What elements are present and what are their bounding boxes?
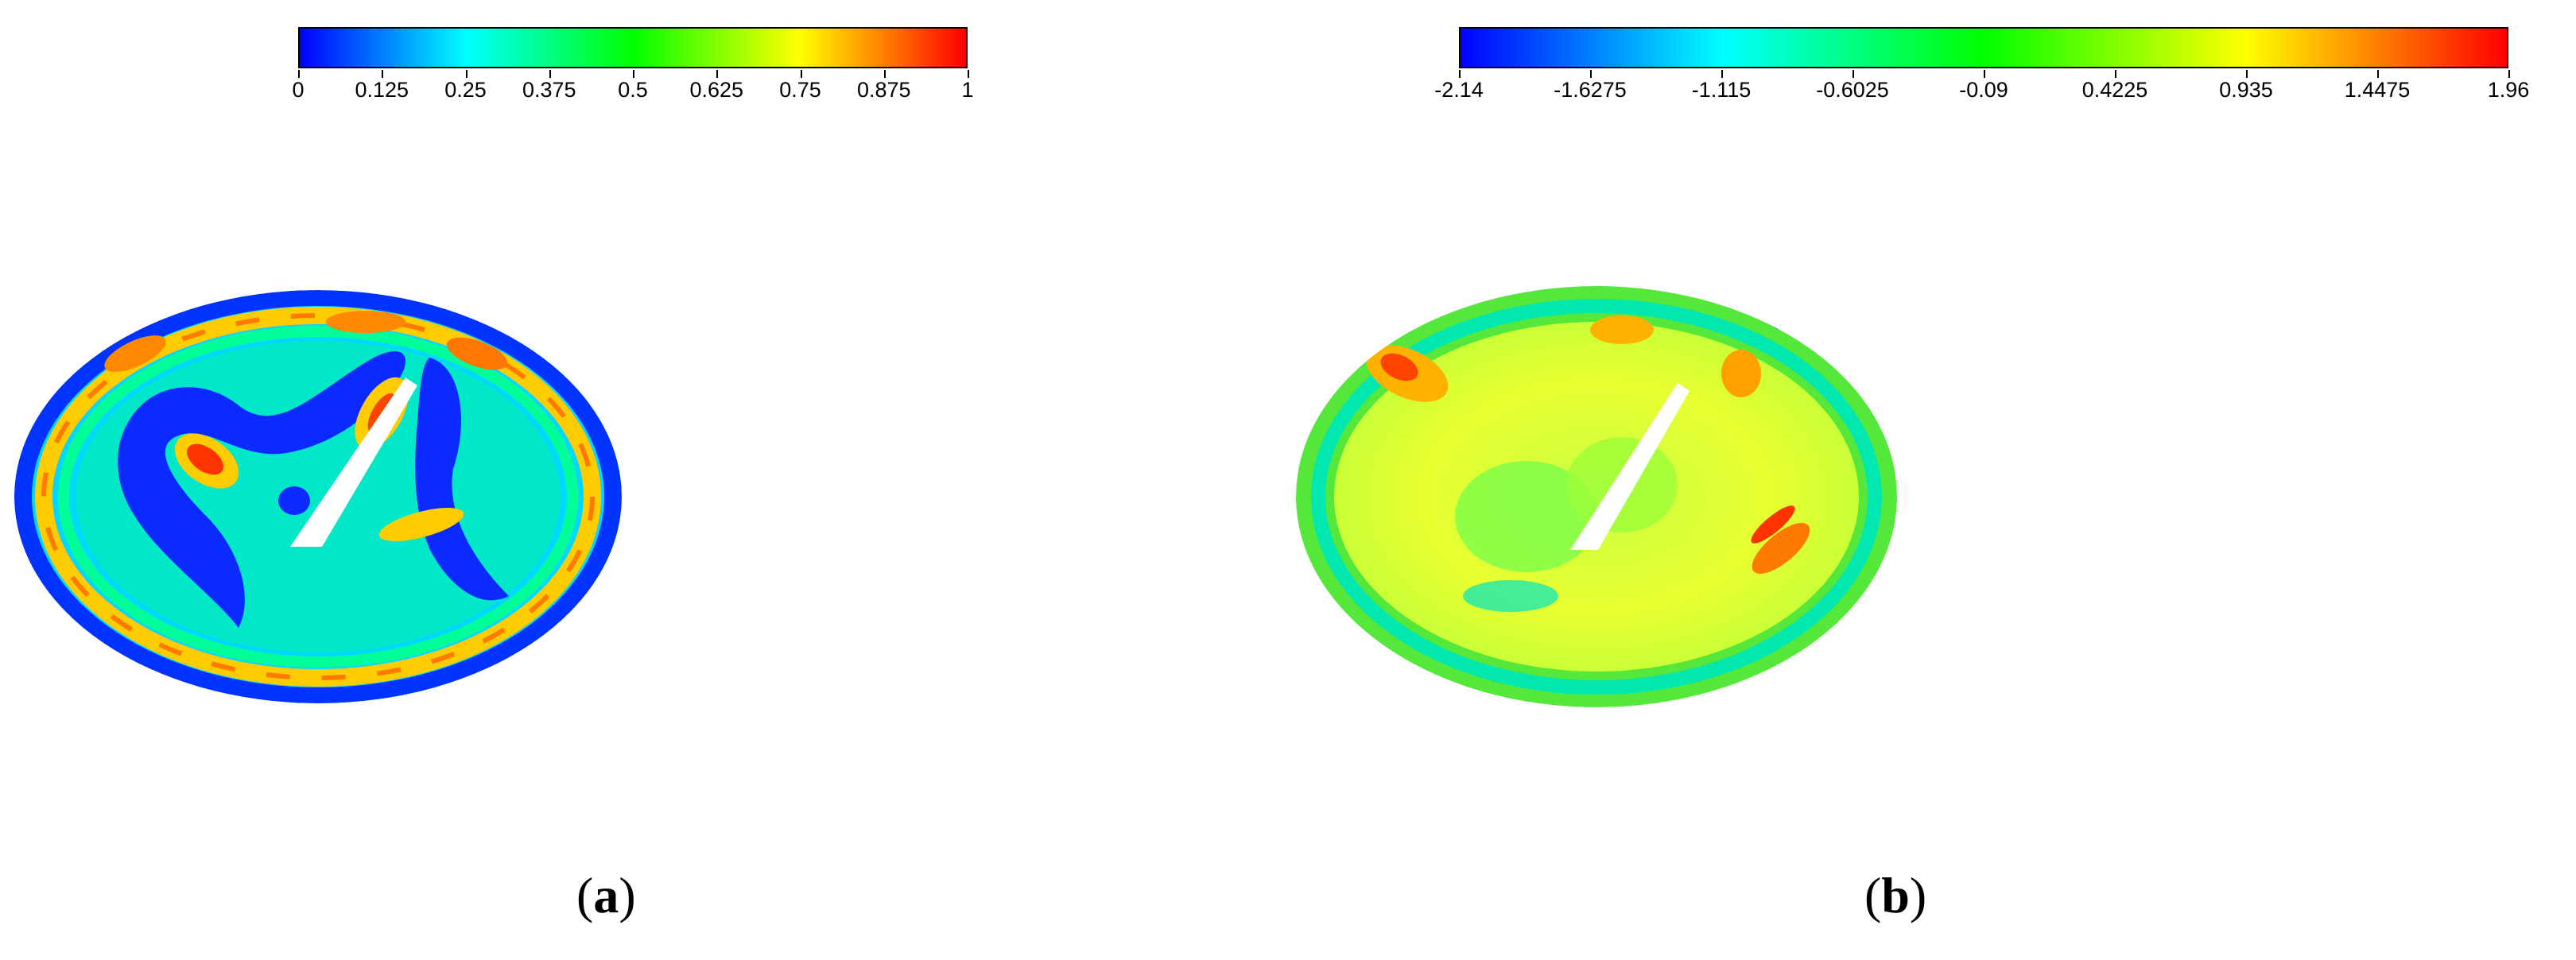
colorbar-tick-label: -0.6025 [1816,78,1889,102]
colorbar-tick-mark [2508,70,2510,78]
colorbar-tick-mark [549,70,551,78]
colorbar-tick-label: 0.935 [2219,78,2273,102]
panel-a-caption: (a) [576,867,636,923]
colorbar-tick-mark [633,70,634,78]
panel-a: 0 0.125 0.25 0.375 0.5 0.625 0.75 0.875 1 [14,27,974,923]
colorbar-tick-label: -1.6275 [1554,78,1627,102]
colorbar-tick-label: 0.5 [618,78,648,102]
colorbar-tick-mark [2377,70,2379,78]
colorbar-a [298,27,968,68]
colorbar-b [1459,27,2508,68]
colorbar-tick-label: 1.4475 [2344,78,2411,102]
colorbar-tick-label: -1.115 [1691,78,1752,102]
colorbar-tick-label: 0.125 [355,78,409,102]
colorbar-tick-label: 0.75 [779,78,821,102]
colorbar-tick-mark [883,70,886,78]
field-plot-a [14,290,622,703]
colorbar-tick-label: 0.4225 [2081,78,2148,102]
colorbar-tick-mark [800,70,802,78]
colorbar-tick-mark [382,70,384,78]
colorbar-tick-mark [465,70,467,78]
colorbar-tick-mark [298,70,300,78]
colorbar-tick-mark [1590,70,1592,78]
colorbar-tick-mark [968,70,969,78]
colorbar-tick-mark [1459,70,1461,78]
colorbar-tick-label: 0.625 [689,78,744,102]
colorbar-tick-label: 0.875 [856,78,911,102]
colorbar-tick-mark [2115,70,2116,78]
colorbar-tick-label: 0.25 [444,78,487,102]
colorbar-a-ticks: 0 0.125 0.25 0.375 0.5 0.625 0.75 0.875 1 [292,70,974,110]
colorbar-tick-label: -2.14 [1434,78,1484,102]
panel-b-caption: (b) [1864,867,1927,923]
colorbar-tick-mark [716,70,719,78]
colorbar-tick-label: 1 [961,78,974,102]
field-plot-b [1296,286,1897,707]
colorbar-tick-mark [1721,70,1723,78]
colorbar-tick-mark [1984,70,1985,78]
colorbar-tick-label: 0 [292,78,305,102]
colorbar-tick-label: 1.96 [2487,78,2530,102]
colorbar-tick-label: 0.375 [522,78,576,102]
colorbar-b-ticks: -2.14 -1.6275 -1.115 -0.6025 -0.09 0.4225 0.93… [1434,70,2529,110]
colorbar-tick-mark [2246,70,2248,78]
colorbar-tick-mark [1852,70,1854,78]
panel-b: -2.14 -1.6275 -1.115 -0.6025 -0.09 0.4225 0.93… [1288,0,2576,960]
colorbar-tick-label: -0.09 [1959,78,2008,102]
